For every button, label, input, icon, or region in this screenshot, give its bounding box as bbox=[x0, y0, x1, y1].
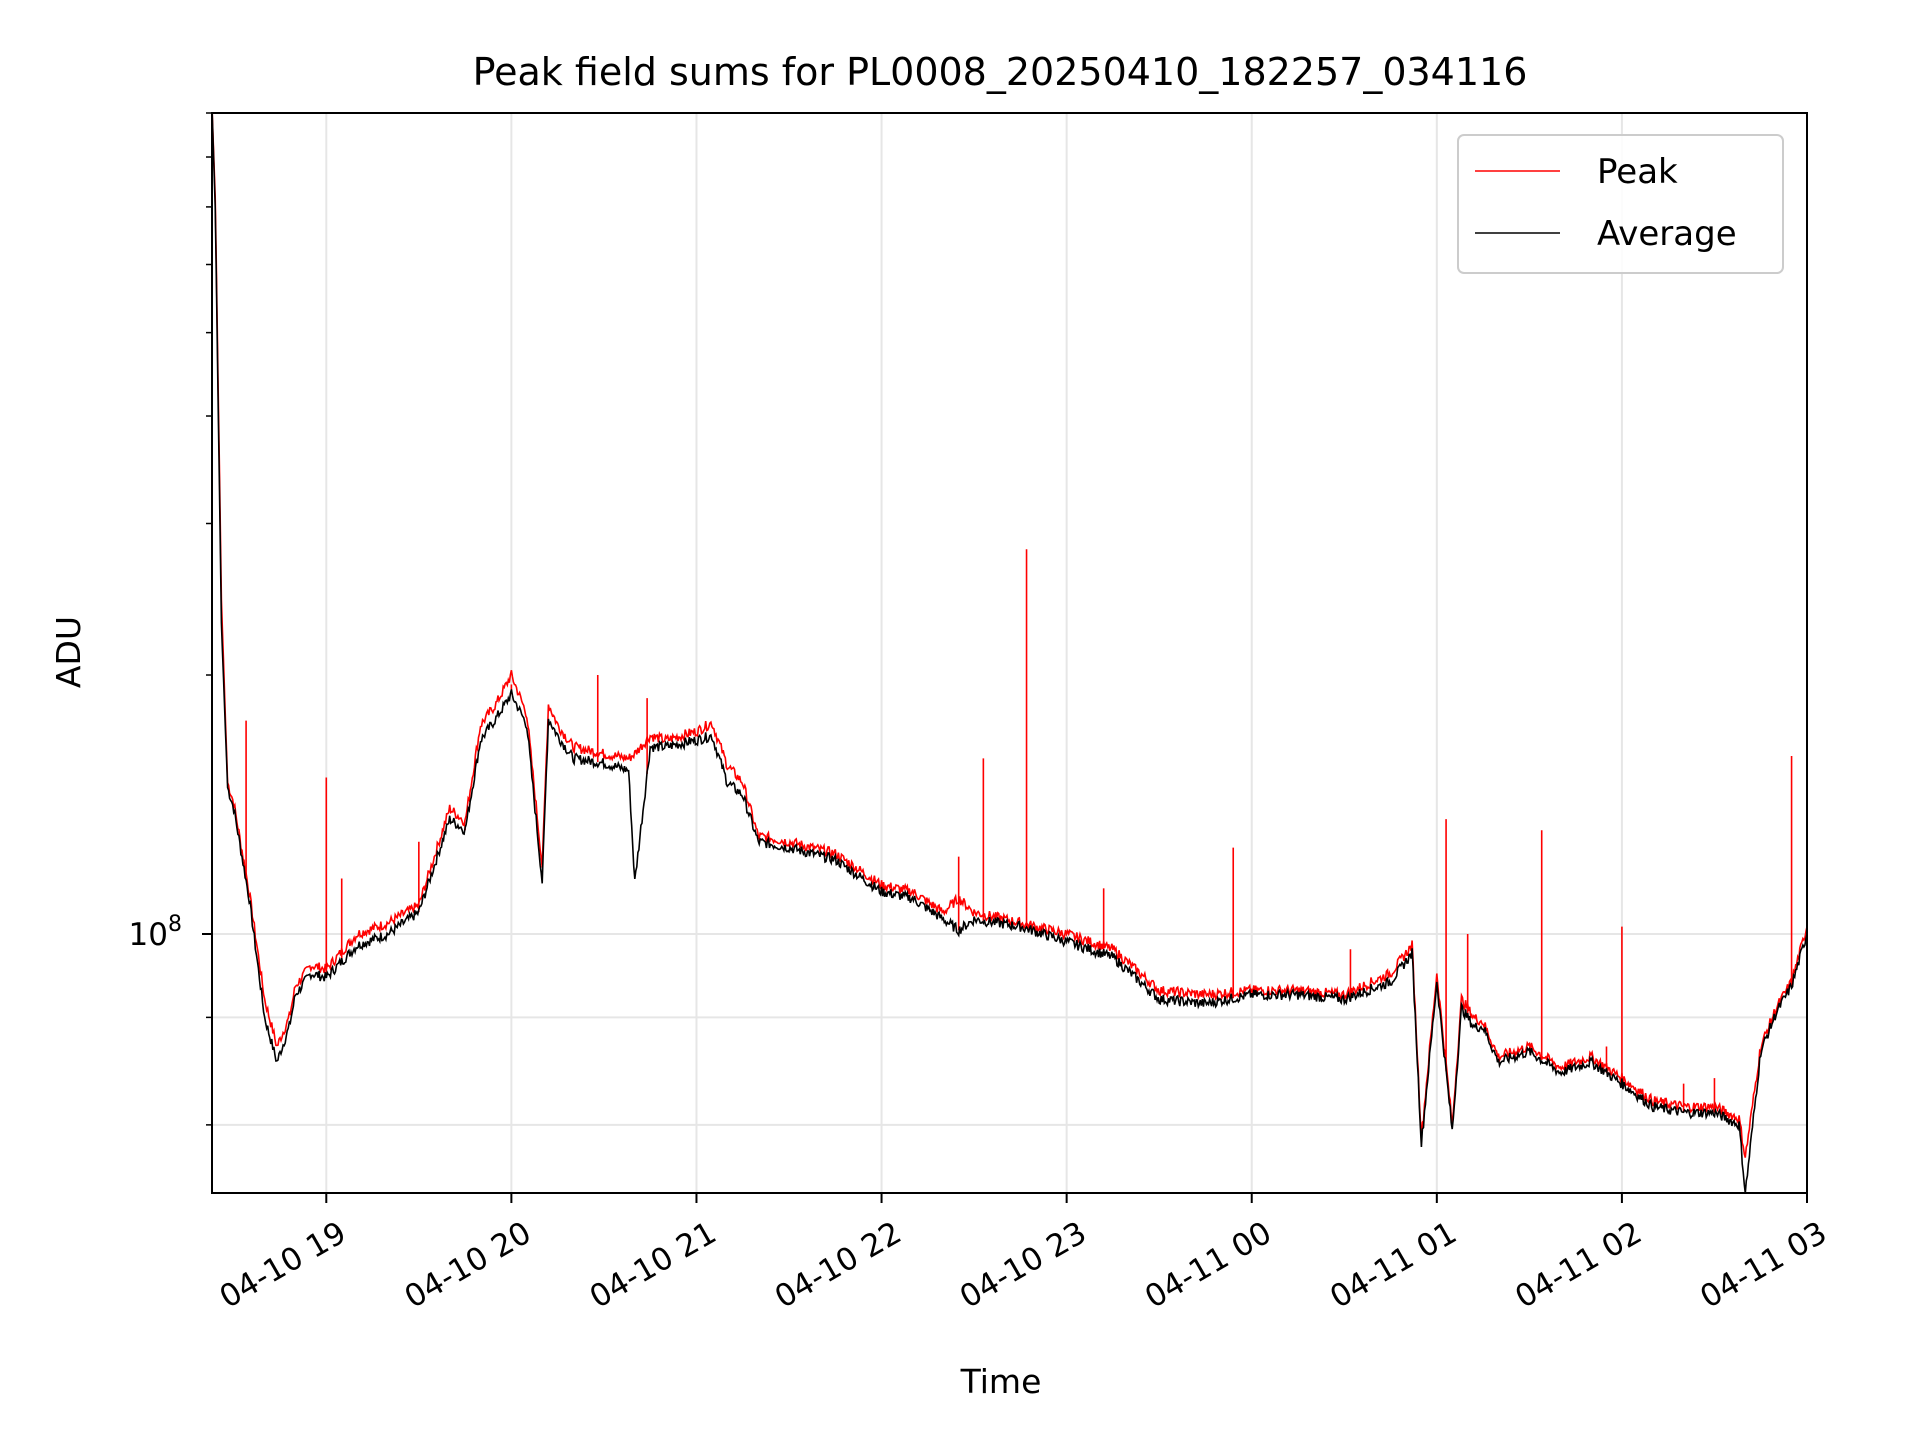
plot-area bbox=[212, 113, 1807, 1193]
chart-title: Peak field sums for PL0008_20250410_1822… bbox=[473, 50, 1528, 94]
peak-spikes bbox=[245, 549, 1793, 1113]
plot-frame bbox=[211, 112, 1808, 1194]
average-series-line bbox=[212, 113, 1807, 1193]
legend-peak-label: Peak bbox=[1597, 152, 1678, 192]
peak-series-line bbox=[212, 113, 1807, 1158]
y-axis-ticks: 108 bbox=[129, 112, 212, 1126]
legend: Peak Average bbox=[1457, 134, 1784, 274]
y-tick-label: 108 bbox=[129, 912, 182, 953]
x-axis-label: Time bbox=[960, 1362, 1042, 1401]
y-axis-label: ADU bbox=[49, 616, 88, 688]
legend-box bbox=[1457, 134, 1784, 274]
legend-average-label: Average bbox=[1597, 214, 1737, 254]
